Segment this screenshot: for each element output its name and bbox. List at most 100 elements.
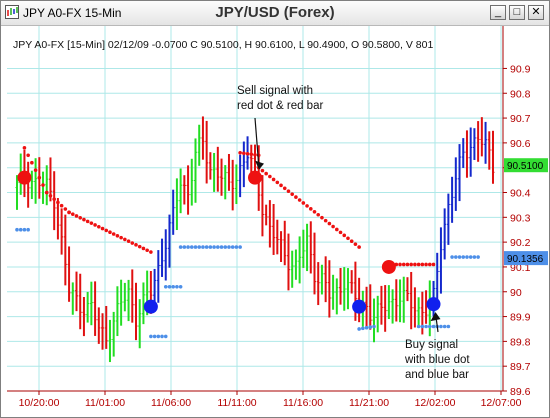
stop-dot [346, 236, 350, 241]
sell-annotation-text: red dot & red bar [237, 100, 323, 112]
y-tick-label: 90.7 [510, 113, 531, 125]
stop-dot [357, 245, 361, 249]
stop-dot [461, 255, 466, 259]
stop-dot [204, 245, 209, 249]
stop-dot [149, 334, 153, 339]
stop-dot [353, 242, 358, 246]
stop-dot [193, 245, 198, 249]
stop-dot [123, 237, 127, 242]
stop-dot [442, 324, 447, 329]
stop-dot [41, 183, 45, 187]
stop-dot [249, 152, 254, 157]
minimize-button[interactable]: _ [490, 5, 506, 20]
stop-dot [286, 189, 291, 194]
stop-dot [230, 245, 235, 249]
stop-dot [409, 262, 413, 267]
stop-dot [420, 262, 425, 267]
buy-annotation-text: with blue dot [404, 354, 470, 366]
y-tick-label: 90.3 [510, 212, 531, 224]
stop-dot [85, 219, 90, 224]
stop-dot [22, 227, 27, 232]
x-tick-label: 12/02:00 [415, 397, 456, 409]
stop-dot [320, 215, 324, 220]
stop-dot [253, 152, 257, 157]
x-tick-label: 12/07:00 [481, 397, 522, 409]
stop-dot [89, 221, 94, 225]
buy-signal-dot [352, 299, 367, 314]
y-tick-label: 90.2 [510, 237, 531, 249]
stop-dot [15, 227, 19, 232]
stop-dot [361, 326, 365, 331]
stop-dot [63, 207, 68, 211]
stop-dot [245, 151, 250, 156]
stop-dot [364, 325, 369, 330]
price-label-box [504, 158, 548, 173]
stop-dot [44, 190, 49, 195]
stop-dot [30, 160, 34, 165]
x-tick-label: 11/11:00 [217, 397, 256, 409]
stop-dot [74, 214, 79, 218]
stop-dot [182, 245, 187, 249]
stop-dot [439, 324, 443, 329]
stop-dot [238, 151, 242, 155]
stop-dot [78, 215, 83, 220]
buy-signal-dot [143, 299, 158, 314]
stop-dot [268, 174, 272, 179]
stop-dot [171, 284, 175, 289]
y-tick-label: 89.9 [510, 312, 531, 324]
price-label-box [504, 251, 548, 266]
stop-dot [260, 168, 265, 173]
stop-dot [163, 334, 168, 339]
stop-dot [26, 153, 30, 158]
stop-dot [368, 325, 373, 329]
stop-dot [201, 245, 205, 249]
stop-dot [312, 210, 317, 214]
title-bar[interactable]: JPY A0-FX 15-Min JPY/USD (Forex) _ □ ✕ [1, 1, 549, 26]
stop-dot [37, 175, 42, 180]
annotations: Sell signal with red dot & red bar Buy sig… [237, 85, 470, 381]
maximize-button[interactable]: □ [509, 5, 525, 20]
y-tick-label: 89.6 [510, 386, 531, 398]
stop-dot [22, 146, 27, 150]
price-label: 90.5100 [507, 161, 544, 172]
stop-dot [316, 212, 321, 217]
stop-dot [156, 334, 161, 339]
stop-dot [56, 200, 60, 205]
stop-dot [431, 324, 436, 329]
stop-dot [264, 171, 268, 176]
stop-dot [297, 198, 302, 202]
stop-dot [472, 255, 477, 259]
stop-dot [305, 204, 309, 208]
stop-dot [130, 241, 135, 245]
y-tick-label: 90.6 [510, 138, 531, 150]
stop-dot [294, 195, 298, 199]
sell-annotation-text: Sell signal with [237, 85, 313, 97]
stop-dot [18, 227, 23, 232]
stop-dot [137, 244, 142, 249]
stop-dot [175, 284, 179, 289]
price-chart: JPY A0-FX [15-Min] 02/12/09 -0.0700 C 90… [7, 26, 548, 409]
stop-dot [26, 227, 30, 232]
y-tick-label: 90.4 [510, 188, 531, 200]
stop-dot [163, 284, 168, 289]
close-button[interactable]: ✕ [528, 5, 544, 20]
stop-dot [108, 230, 112, 235]
stop-dot [227, 245, 231, 249]
stop-dot [186, 245, 190, 249]
x-tick-label: 10/20:00 [19, 397, 60, 409]
stop-dot [70, 212, 75, 216]
buy-annotation-text: and blue bar [405, 369, 469, 381]
stop-dot [450, 255, 454, 259]
stop-dot [416, 262, 421, 267]
x-axis-labels: 10/20:00 11/01:00 11/06:00 11/11:00 11/16:00… [19, 391, 522, 409]
stop-dot [141, 246, 146, 251]
stop-dot [97, 224, 101, 229]
info-line: JPY A0-FX [15-Min] 02/12/09 -0.0700 C 90… [13, 39, 433, 51]
stop-dot [420, 324, 425, 329]
stop-dot [413, 262, 417, 267]
stop-dot [427, 324, 432, 329]
stop-dot [234, 245, 239, 249]
x-tick-label: 11/01:00 [85, 397, 125, 409]
x-tick-label: 11/21:00 [349, 397, 389, 409]
